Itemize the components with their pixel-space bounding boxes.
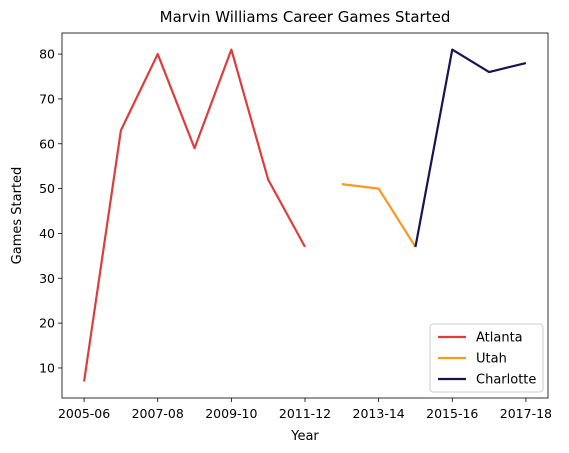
x-tick-label: 2013-14 [353, 406, 405, 421]
legend-box [429, 323, 544, 393]
y-tick-label: 50 [39, 181, 55, 196]
y-tick-label: 80 [39, 47, 55, 62]
plot-frame [61, 32, 549, 399]
series-line-utah [341, 183, 417, 248]
x-axis-ticks: 2005-06 2007-08 2009-10 2011-12 2013-14 2015-… [58, 398, 552, 421]
x-tick-label: 2015-16 [426, 406, 478, 421]
legend: Atlanta Utah Charlotte [429, 323, 544, 393]
y-axis-ticks: 10 20 30 40 50 60 70 80 [39, 47, 62, 375]
legend-label-atlanta: Atlanta [476, 331, 523, 346]
x-tick-label: 2009-10 [205, 406, 257, 421]
y-tick-label: 30 [39, 271, 55, 286]
y-tick-label: 10 [39, 360, 55, 375]
y-tick-label: 20 [39, 316, 55, 331]
legend-label-utah: Utah [476, 352, 507, 367]
legend-label-charlotte: Charlotte [476, 373, 536, 388]
x-axis-label: Year [290, 429, 319, 444]
chart-title: Marvin Williams Career Games Started [160, 8, 451, 26]
y-tick-label: 70 [39, 91, 55, 106]
y-tick-label: 60 [39, 136, 55, 151]
series-lines [83, 48, 527, 382]
y-axis-label: Games Started [10, 167, 25, 265]
series-line-charlotte [414, 48, 527, 248]
x-tick-label: 2017-18 [500, 406, 552, 421]
x-tick-label: 2005-06 [58, 406, 110, 421]
x-tick-label: 2007-08 [132, 406, 184, 421]
series-line-atlanta [83, 48, 306, 382]
y-tick-label: 40 [39, 226, 55, 241]
x-tick-label: 2011-12 [279, 406, 331, 421]
